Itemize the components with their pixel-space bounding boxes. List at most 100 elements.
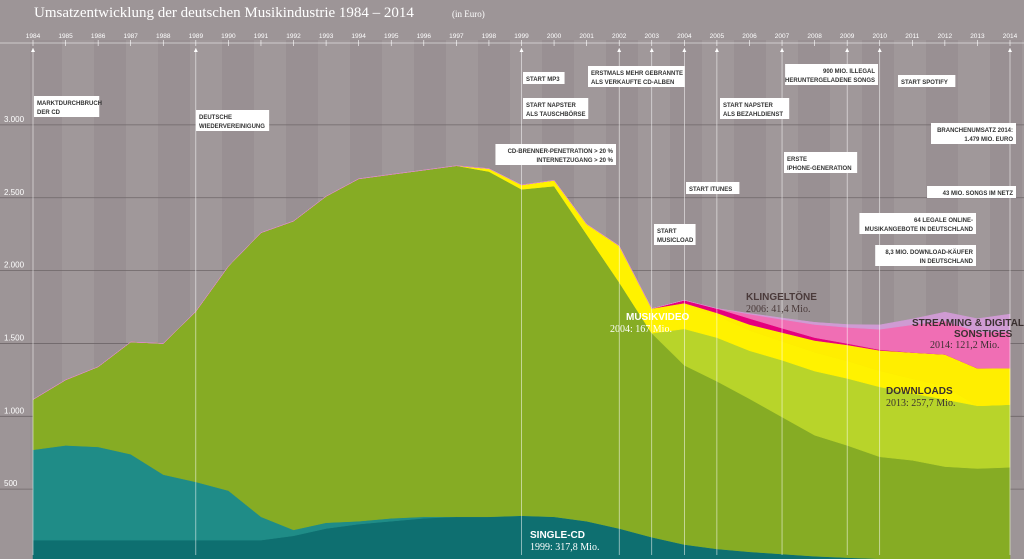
bg-tile	[478, 40, 510, 62]
series-label-name: SINGLE-CD	[530, 530, 585, 541]
bg-tile	[638, 194, 670, 216]
x-tick-label: 1991	[254, 33, 269, 40]
annotation-background	[196, 110, 270, 131]
bg-tile	[702, 62, 734, 84]
bg-tile	[94, 128, 126, 150]
x-tick-label: 2004	[677, 33, 692, 40]
x-tick-label: 1986	[91, 33, 106, 40]
chart-title-unit: (in Euro)	[452, 9, 485, 19]
bg-tile	[158, 282, 190, 304]
annotation-box: 900 MIO. ILLEGAL HERUNTERGELADENE SONGS	[785, 64, 878, 85]
bg-tile	[318, 128, 350, 150]
chart-title: Umsatzentwicklung der deutschen Musikind…	[34, 5, 414, 21]
bg-tile	[382, 128, 414, 150]
bg-tile	[574, 172, 606, 194]
bg-tile	[382, 62, 414, 84]
bg-tile	[926, 40, 958, 62]
bg-tile	[830, 282, 862, 304]
bg-tile	[254, 40, 286, 62]
bg-tile	[126, 238, 158, 260]
bg-tile	[94, 216, 126, 238]
bg-tile	[606, 106, 638, 128]
bg-tile	[894, 194, 926, 216]
bg-tile	[862, 40, 894, 62]
bg-tile	[894, 84, 926, 106]
bg-tile	[926, 84, 958, 106]
bg-tile	[1022, 414, 1024, 436]
bg-tile	[414, 106, 446, 128]
annotation-text: 43 MIO. SONGS IM NETZ	[943, 191, 1014, 197]
series-label-name: MUSIKVIDEO	[626, 312, 690, 323]
annotation-background	[495, 144, 616, 165]
bg-tile	[862, 150, 894, 172]
bg-tile	[1022, 392, 1024, 414]
bg-tile	[318, 62, 350, 84]
bg-tile	[606, 84, 638, 106]
bg-tile	[414, 150, 446, 172]
bg-tile	[894, 106, 926, 128]
bg-tile	[606, 172, 638, 194]
y-tick-label: 1.000	[4, 406, 25, 415]
bg-tile	[734, 128, 766, 150]
bg-tile	[126, 84, 158, 106]
bg-tile	[414, 84, 446, 106]
x-tick-label: 1996	[417, 33, 432, 40]
bg-tile	[862, 128, 894, 150]
annotation-box: START MUSICLOAD	[654, 224, 696, 245]
year-guide-lines	[31, 48, 1012, 555]
annotation-text: ALS TAUSCHBÖRSE	[526, 111, 586, 118]
bg-tile	[62, 348, 94, 370]
bg-tile	[1022, 458, 1024, 480]
bg-tile	[350, 128, 382, 150]
bg-tile	[30, 238, 62, 260]
annotation-text: DER CD	[37, 110, 61, 116]
annotation-box: 43 MIO. SONGS IM NETZ	[927, 186, 1016, 198]
bg-tile	[62, 282, 94, 304]
x-axis-years: 1984 1985 1986 1987 1988 1989 1990 1991 1992 1993…	[0, 33, 1024, 46]
bg-tile	[94, 84, 126, 106]
bg-tile	[862, 282, 894, 304]
bg-tile	[734, 40, 766, 62]
bg-tile	[30, 40, 62, 62]
annotation-text: START	[657, 229, 677, 235]
bg-tile	[958, 282, 990, 304]
bg-tile	[350, 150, 382, 172]
bg-tile	[1022, 106, 1024, 128]
bg-tile	[190, 62, 222, 84]
bg-tile	[382, 150, 414, 172]
bg-tile	[574, 40, 606, 62]
bg-tile	[1022, 128, 1024, 150]
bg-tile	[62, 194, 94, 216]
bg-tile	[254, 84, 286, 106]
x-tick-label: 1985	[58, 33, 73, 40]
annotation-box: START MP3	[523, 72, 565, 84]
bg-tile	[126, 282, 158, 304]
bg-tile	[318, 150, 350, 172]
guide-arrow	[519, 48, 524, 52]
bg-tile	[254, 62, 286, 84]
bg-tile	[126, 304, 158, 326]
x-tick-label: 2002	[612, 33, 627, 40]
annotation-background	[785, 64, 878, 85]
series-label-note: 2004: 167 Mio.	[610, 324, 672, 335]
bg-tile	[958, 84, 990, 106]
bg-tile	[1022, 172, 1024, 194]
guide-arrow	[780, 48, 785, 52]
bg-tile	[1022, 40, 1024, 62]
bg-tile	[62, 216, 94, 238]
bg-tile	[542, 40, 574, 62]
bg-tile	[894, 150, 926, 172]
bg-tile	[94, 172, 126, 194]
bg-tile	[94, 106, 126, 128]
bg-tile	[734, 172, 766, 194]
annotation-background	[859, 213, 976, 234]
bg-tile	[94, 326, 126, 348]
annotation-text: START ITUNES	[689, 187, 732, 193]
annotation-box: DEUTSCHE WIEDERVEREINIGUNG	[196, 110, 270, 131]
y-tick-label: 3.000	[4, 115, 25, 124]
bg-tile	[286, 150, 318, 172]
bg-tile	[1022, 216, 1024, 238]
